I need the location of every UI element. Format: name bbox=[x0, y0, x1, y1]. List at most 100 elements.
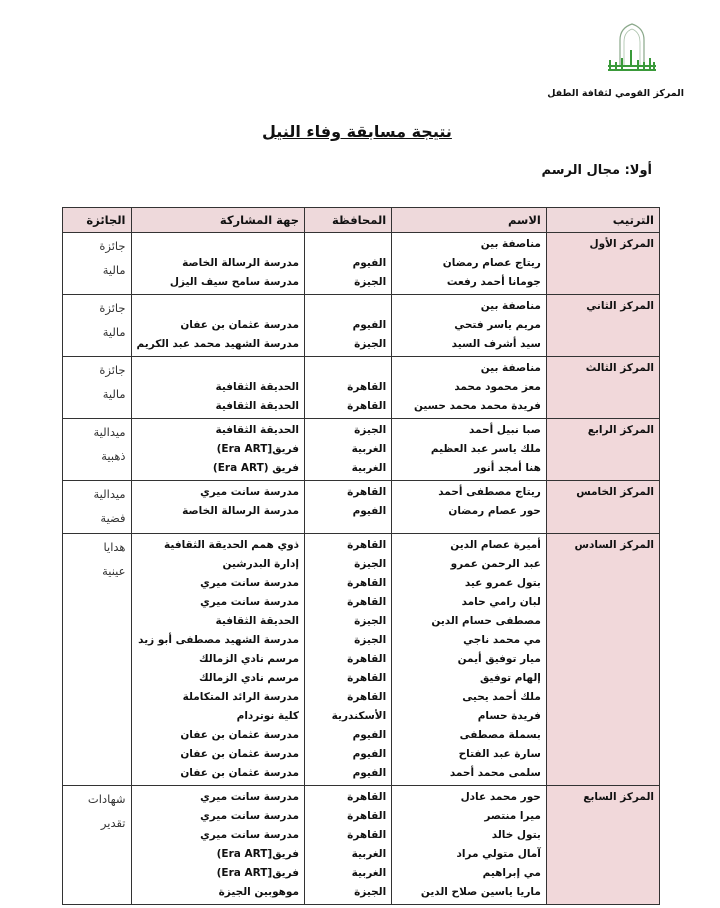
governorate-cell-line bbox=[310, 359, 386, 378]
name-cell-line: ماريا ياسين صلاح الدين bbox=[420, 886, 541, 898]
governorate-cell-line bbox=[310, 297, 386, 316]
name-cell: صبا نبيل أحمد ملك ياسر عبد العظيم هنا أمجد… bbox=[391, 418, 547, 481]
rank-label: المركز الخامس bbox=[576, 486, 654, 498]
governorate-cell: الفيوم الجيزة bbox=[304, 232, 393, 295]
column-header-entity: جهة المشاركة bbox=[130, 207, 306, 233]
rank-cell: المركز الثالث bbox=[545, 356, 661, 419]
entity-cell-line: موهوبين الجيزة bbox=[218, 886, 300, 898]
entity-cell-line: فريق[Era ART) bbox=[216, 848, 300, 860]
rank-cell: المركز الأول bbox=[545, 232, 661, 295]
entity-cell: مدرسة عثمان بن عفان مدرسة الشهيد محمد عبد… bbox=[130, 294, 306, 357]
entity-cell-line bbox=[137, 235, 300, 254]
entity-cell-line: الحديقة الثقافية bbox=[215, 615, 300, 627]
name-cell-line: حور عصام رمضان bbox=[448, 505, 541, 517]
rank-label: المركز الأول bbox=[589, 238, 654, 250]
prize-cell-line: ذهبية bbox=[101, 449, 126, 463]
name-cell-line: سارة عبد الفتاح bbox=[458, 748, 541, 760]
name-cell-line: مناصفة بين bbox=[480, 362, 541, 374]
governorate-cell-line: القاهرة bbox=[347, 539, 387, 551]
governorate-cell-line: الجيزة bbox=[354, 276, 387, 288]
column-header-rank: الترتيب bbox=[545, 207, 661, 233]
name-cell-line: بتول خالد bbox=[491, 829, 541, 841]
entity-cell-line: فريق[Era ART) bbox=[216, 867, 300, 879]
governorate-cell: القاهرة الجيزة القاهرة القاهرة الجيزة الجيزة ا… bbox=[304, 533, 393, 786]
prize-cell: شهادات تقدير bbox=[62, 785, 132, 905]
governorate-cell-line: الغربية bbox=[351, 462, 387, 474]
entity-cell-line: مرسم نادي الزمالك bbox=[198, 672, 300, 684]
governorate-cell-line: الغربية bbox=[351, 867, 387, 879]
rank-cell: المركز الثاني bbox=[545, 294, 661, 357]
prize-cell: هدايا عينية bbox=[62, 533, 132, 786]
page-title: نتيجة مسابقة وفاء النيل bbox=[262, 122, 452, 141]
name-cell-line: حور محمد عادل bbox=[460, 791, 541, 803]
name-cell: مناصفة بين مريم ياسر فتحي سيد أشرف السيد bbox=[391, 294, 547, 357]
entity-cell: مدرسة سانت ميري مدرسة الرسالة الخاصة bbox=[130, 480, 306, 534]
entity-cell: ذوي همم الحديقة الثقافية إدارة البدرشين مد… bbox=[130, 533, 306, 786]
prize-cell: جائزة مالية bbox=[62, 232, 132, 295]
governorate-cell-line: الفيوم bbox=[352, 505, 387, 517]
governorate-cell-line: القاهرة bbox=[347, 596, 387, 608]
governorate-cell-line: الفيوم bbox=[352, 729, 387, 741]
name-cell-line: بتول عمرو عيد bbox=[464, 577, 541, 589]
prize-cell-line: ميدالية bbox=[93, 425, 126, 439]
governorate-cell-line: القاهرة bbox=[347, 791, 387, 803]
table-header-row: الترتيب الاسم المحافظة جهة المشاركة الجا… bbox=[62, 207, 661, 233]
prize-cell-line: تقدير bbox=[100, 816, 126, 830]
name-cell-line: مناصفة بين bbox=[480, 238, 541, 250]
prize-cell-line: مالية bbox=[102, 387, 126, 401]
governorate-cell-line: القاهرة bbox=[347, 381, 387, 393]
entity-cell-line: مدرسة عثمان بن عفان bbox=[180, 748, 300, 760]
name-cell-line: عبد الرحمن عمرو bbox=[450, 558, 541, 570]
name-cell-line: آمال متولي مراد bbox=[456, 848, 541, 860]
governorate-cell: القاهرة القاهرة القاهرة الغربية الغربية الجيز… bbox=[304, 785, 393, 905]
name-cell-line: مي محمد ناجي bbox=[463, 634, 541, 646]
governorate-cell-line: القاهرة bbox=[347, 672, 387, 684]
entity-cell-line: مدرسة الشهيد محمد عبد الكريم bbox=[136, 338, 300, 350]
governorate-cell: القاهرة الفيوم bbox=[304, 480, 393, 534]
governorate-cell-line: الجيزة bbox=[354, 886, 387, 898]
governorate-cell-line: الفيوم bbox=[352, 767, 387, 779]
name-cell-line: جومانا أحمد رفعت bbox=[446, 276, 541, 288]
governorate-cell-line: القاهرة bbox=[347, 829, 387, 841]
entity-cell-line: ذوي همم الحديقة الثقافية bbox=[164, 539, 300, 551]
entity-cell-line: مدرسة الشهيد مصطفى أبو زيد bbox=[138, 634, 300, 646]
name-cell-line: مناصفة بين bbox=[480, 300, 541, 312]
rank-label: المركز الثالث bbox=[585, 362, 654, 374]
name-cell-line: ريتاج عصام رمضان bbox=[442, 257, 541, 269]
governorate-cell-line: الجيزة bbox=[354, 615, 387, 627]
governorate-cell-line: الغربية bbox=[351, 848, 387, 860]
entity-cell: الحديقة الثقافية فريق[Era ART) فريق (Era A… bbox=[130, 418, 306, 481]
governorate-cell-line: الجيزة bbox=[354, 338, 387, 350]
entity-cell-line bbox=[137, 359, 300, 378]
name-cell-line: هنا أمجد أنور bbox=[474, 462, 541, 474]
entity-cell-line: مدرسة سانت ميري bbox=[200, 596, 300, 608]
name-cell-line: ميار توفيق أيمن bbox=[457, 653, 541, 665]
name-cell: أميرة عصام الدين عبد الرحمن عمرو بتول عمرو… bbox=[391, 533, 547, 786]
governorate-cell-line: القاهرة bbox=[347, 810, 387, 822]
entity-cell-line: مدرسة الرسالة الخاصة bbox=[182, 505, 300, 517]
entity-cell-line: مدرسة سامح سيف اليزل bbox=[169, 276, 300, 288]
name-cell: ريتاج مصطفى أحمد حور عصام رمضان bbox=[391, 480, 547, 534]
entity-cell-line: مدرسة سانت ميري bbox=[200, 577, 300, 589]
entity-cell-line: فريق[Era ART) bbox=[216, 443, 300, 455]
name-cell-line: فريدة حسام bbox=[477, 710, 541, 722]
table-row: المركز الرابع صبا نبيل أحمد ملك ياسر عبد ا… bbox=[62, 418, 661, 481]
table-row: المركز الخامس ريتاج مصطفى أحمد حور عصام رم… bbox=[62, 480, 661, 534]
entity-cell-line: كلية نوتردام bbox=[236, 710, 300, 722]
governorate-cell: الجيزة الغربية الغربية bbox=[304, 418, 393, 481]
prize-cell: ميدالية فضية bbox=[62, 480, 132, 534]
rank-cell: المركز الخامس bbox=[545, 480, 661, 534]
prize-cell: جائزة مالية bbox=[62, 356, 132, 419]
prize-cell-line: ميدالية bbox=[93, 487, 126, 501]
rank-cell: المركز السادس bbox=[545, 533, 661, 786]
name-cell-line: بسملة مصطفى bbox=[459, 729, 541, 741]
entity-cell: الحديقة الثقافية الحديقة الثقافية bbox=[130, 356, 306, 419]
governorate-cell-line bbox=[310, 235, 386, 254]
name-cell-line: سلمى محمد أحمد bbox=[449, 767, 541, 779]
entity-cell-line: مدرسة عثمان بن عفان bbox=[180, 319, 300, 331]
prize-cell-line: شهادات bbox=[87, 792, 126, 806]
column-header-governorate: المحافظة bbox=[304, 207, 393, 233]
prize-cell-line: عينية bbox=[102, 564, 126, 578]
entity-cell-line: مدرسة سانت ميري bbox=[200, 810, 300, 822]
entity-cell-line: مدرسة عثمان بن عفان bbox=[180, 767, 300, 779]
